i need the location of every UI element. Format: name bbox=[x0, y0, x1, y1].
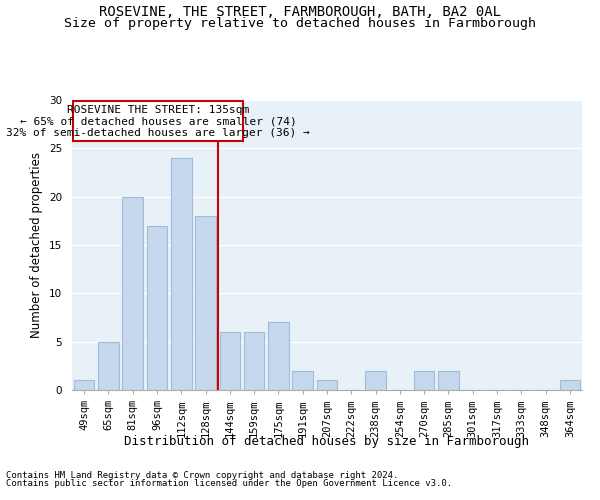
Text: 32% of semi-detached houses are larger (36) →: 32% of semi-detached houses are larger (… bbox=[7, 128, 310, 138]
Bar bbox=[414, 370, 434, 390]
Bar bbox=[292, 370, 313, 390]
Text: Size of property relative to detached houses in Farmborough: Size of property relative to detached ho… bbox=[64, 18, 536, 30]
Text: ← 65% of detached houses are smaller (74): ← 65% of detached houses are smaller (74… bbox=[20, 116, 296, 126]
Bar bbox=[98, 342, 119, 390]
FancyBboxPatch shape bbox=[73, 102, 243, 140]
Text: Contains HM Land Registry data © Crown copyright and database right 2024.: Contains HM Land Registry data © Crown c… bbox=[6, 471, 398, 480]
Bar bbox=[244, 332, 265, 390]
Bar bbox=[560, 380, 580, 390]
Bar bbox=[365, 370, 386, 390]
Bar bbox=[268, 322, 289, 390]
Y-axis label: Number of detached properties: Number of detached properties bbox=[31, 152, 43, 338]
Text: ROSEVINE THE STREET: 135sqm: ROSEVINE THE STREET: 135sqm bbox=[67, 105, 250, 115]
Bar bbox=[74, 380, 94, 390]
Bar bbox=[438, 370, 459, 390]
Bar bbox=[122, 196, 143, 390]
Text: Contains public sector information licensed under the Open Government Licence v3: Contains public sector information licen… bbox=[6, 478, 452, 488]
Bar bbox=[146, 226, 167, 390]
Text: ROSEVINE, THE STREET, FARMBOROUGH, BATH, BA2 0AL: ROSEVINE, THE STREET, FARMBOROUGH, BATH,… bbox=[99, 5, 501, 19]
Bar bbox=[317, 380, 337, 390]
Bar bbox=[220, 332, 240, 390]
Text: Distribution of detached houses by size in Farmborough: Distribution of detached houses by size … bbox=[125, 435, 530, 448]
Bar bbox=[171, 158, 191, 390]
Bar bbox=[195, 216, 216, 390]
